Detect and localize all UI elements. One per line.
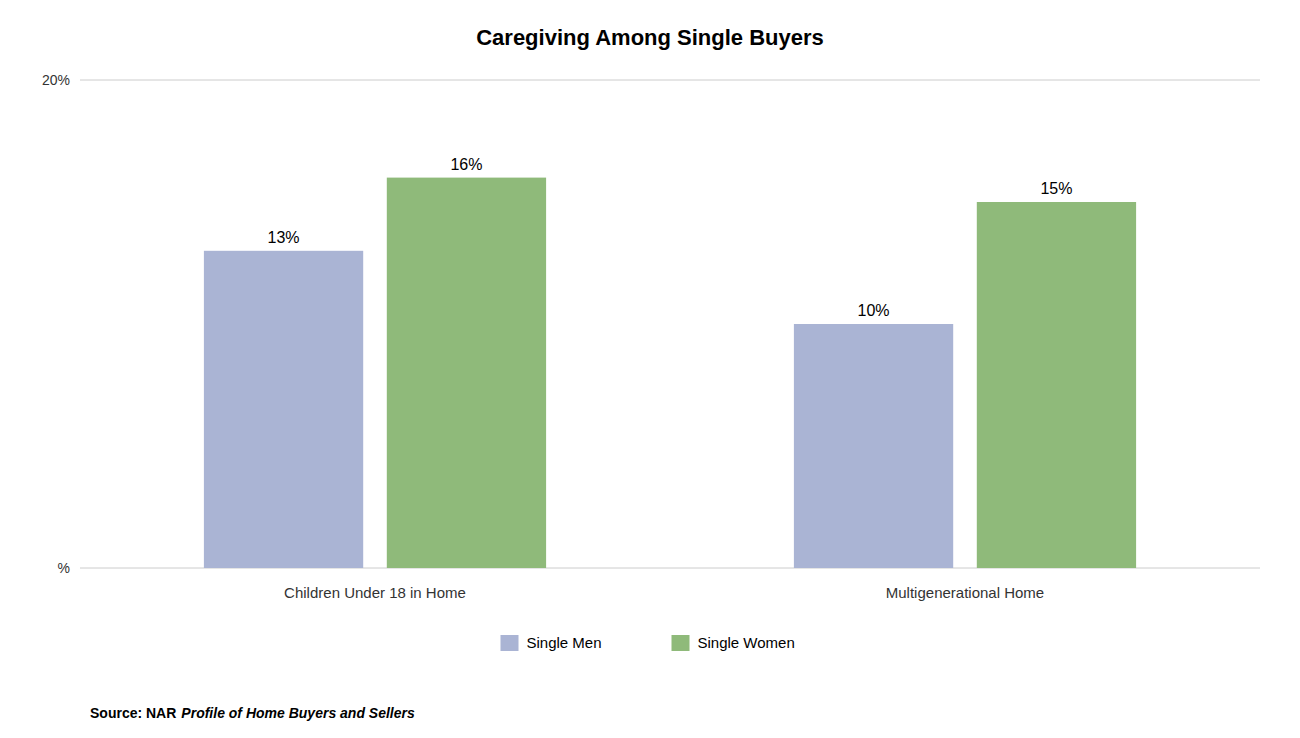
data-label: 10% bbox=[858, 302, 890, 319]
bar bbox=[387, 178, 546, 568]
source-part: Source: NAR bbox=[90, 705, 176, 721]
title: Caregiving Among Single Buyers bbox=[476, 25, 824, 50]
source-note: Source: NAR Profile of Home Buyers and Se… bbox=[90, 705, 415, 721]
chart-svg: Caregiving Among Single Buyers% 20% 13% 10%… bbox=[0, 0, 1300, 738]
legend: Single Men Single Women bbox=[501, 634, 795, 651]
bar bbox=[977, 202, 1136, 568]
legend-swatch bbox=[672, 635, 690, 651]
data-label: 16% bbox=[450, 156, 482, 173]
background bbox=[0, 0, 1300, 738]
source-part: Profile of Home Buyers and Sellers bbox=[181, 705, 415, 721]
y-tick-label: % bbox=[58, 560, 70, 576]
data-labels: 13% 10% 16% 15% bbox=[268, 156, 1073, 319]
x-tick-label: Children Under 18 in Home bbox=[284, 584, 466, 601]
x-tick-label: Multigenerational Home bbox=[886, 584, 1044, 601]
bars bbox=[204, 178, 1136, 568]
legend-label: Single Men bbox=[527, 634, 602, 651]
bar bbox=[204, 251, 363, 568]
data-label: 13% bbox=[268, 229, 300, 246]
legend-swatch bbox=[501, 635, 519, 651]
data-label: 15% bbox=[1040, 180, 1072, 197]
y-tick-label: 20% bbox=[42, 72, 70, 88]
grid-line bbox=[80, 80, 1260, 81]
bar bbox=[794, 324, 953, 568]
legend-label: Single Women bbox=[698, 634, 795, 651]
chart-container: Caregiving Among Single Buyers% 20% 13% 10%… bbox=[0, 0, 1300, 738]
